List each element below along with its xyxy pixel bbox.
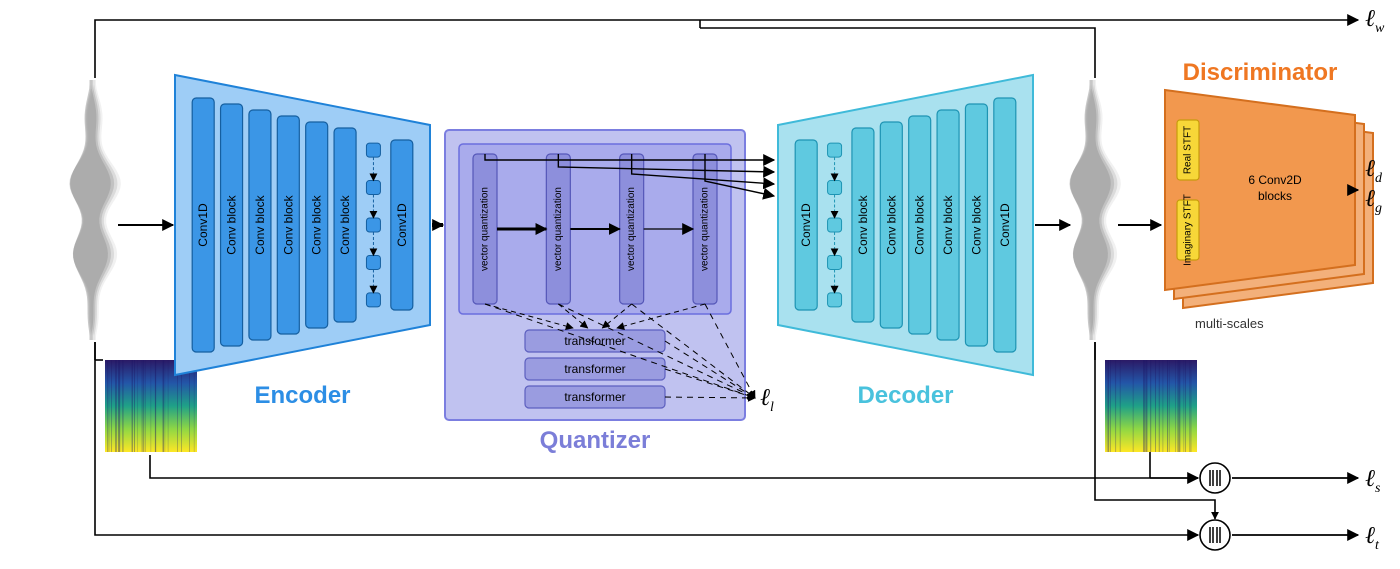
- svg-text:Conv1D: Conv1D: [799, 203, 813, 247]
- transformer-2: transformer: [564, 390, 625, 404]
- stft-0: Real STFT: [1183, 126, 1194, 174]
- transformer-1: transformer: [564, 362, 625, 376]
- decoder-label: Decoder: [857, 382, 953, 409]
- svg-text:Conv block: Conv block: [941, 194, 955, 254]
- multi-scales: multi-scales: [1195, 316, 1264, 331]
- discriminator-label: Discriminator: [1183, 59, 1338, 86]
- svg-text:Conv block: Conv block: [884, 194, 898, 254]
- svg-text:Conv block: Conv block: [253, 194, 267, 254]
- svg-text:Conv block: Conv block: [225, 194, 239, 254]
- loss-l: ℓl: [760, 385, 774, 415]
- svg-text:Conv block: Conv block: [856, 194, 870, 254]
- loss-g: ℓg: [1365, 186, 1382, 216]
- loss-d: ℓd: [1365, 156, 1383, 186]
- loss-w: ℓw: [1365, 6, 1385, 36]
- svg-text:Conv1D: Conv1D: [998, 203, 1012, 247]
- svg-text:Conv block: Conv block: [310, 194, 324, 254]
- svg-text:vector quantization: vector quantization: [553, 187, 564, 271]
- svg-text:Conv block: Conv block: [338, 194, 352, 254]
- svg-text:vector quantization: vector quantization: [626, 187, 637, 271]
- svg-text:vector quantization: vector quantization: [480, 187, 491, 271]
- loss-t: ℓt: [1365, 523, 1380, 553]
- svg-text:vector quantization: vector quantization: [700, 187, 711, 271]
- stft-1: Imaginary STFT: [1183, 194, 1194, 266]
- disc-body: 6 Conv2D: [1248, 173, 1302, 187]
- encoder-label: Encoder: [254, 382, 350, 409]
- transformer-0: transformer: [564, 334, 625, 348]
- svg-text:Conv block: Conv block: [281, 194, 295, 254]
- svg-text:Conv block: Conv block: [913, 194, 927, 254]
- svg-text:blocks: blocks: [1258, 189, 1292, 203]
- quantizer-label: Quantizer: [540, 427, 651, 454]
- loss-s: ℓs: [1365, 466, 1381, 496]
- svg-text:Conv1D: Conv1D: [395, 203, 409, 247]
- svg-text:Conv1D: Conv1D: [196, 203, 210, 247]
- svg-text:Conv block: Conv block: [969, 194, 983, 254]
